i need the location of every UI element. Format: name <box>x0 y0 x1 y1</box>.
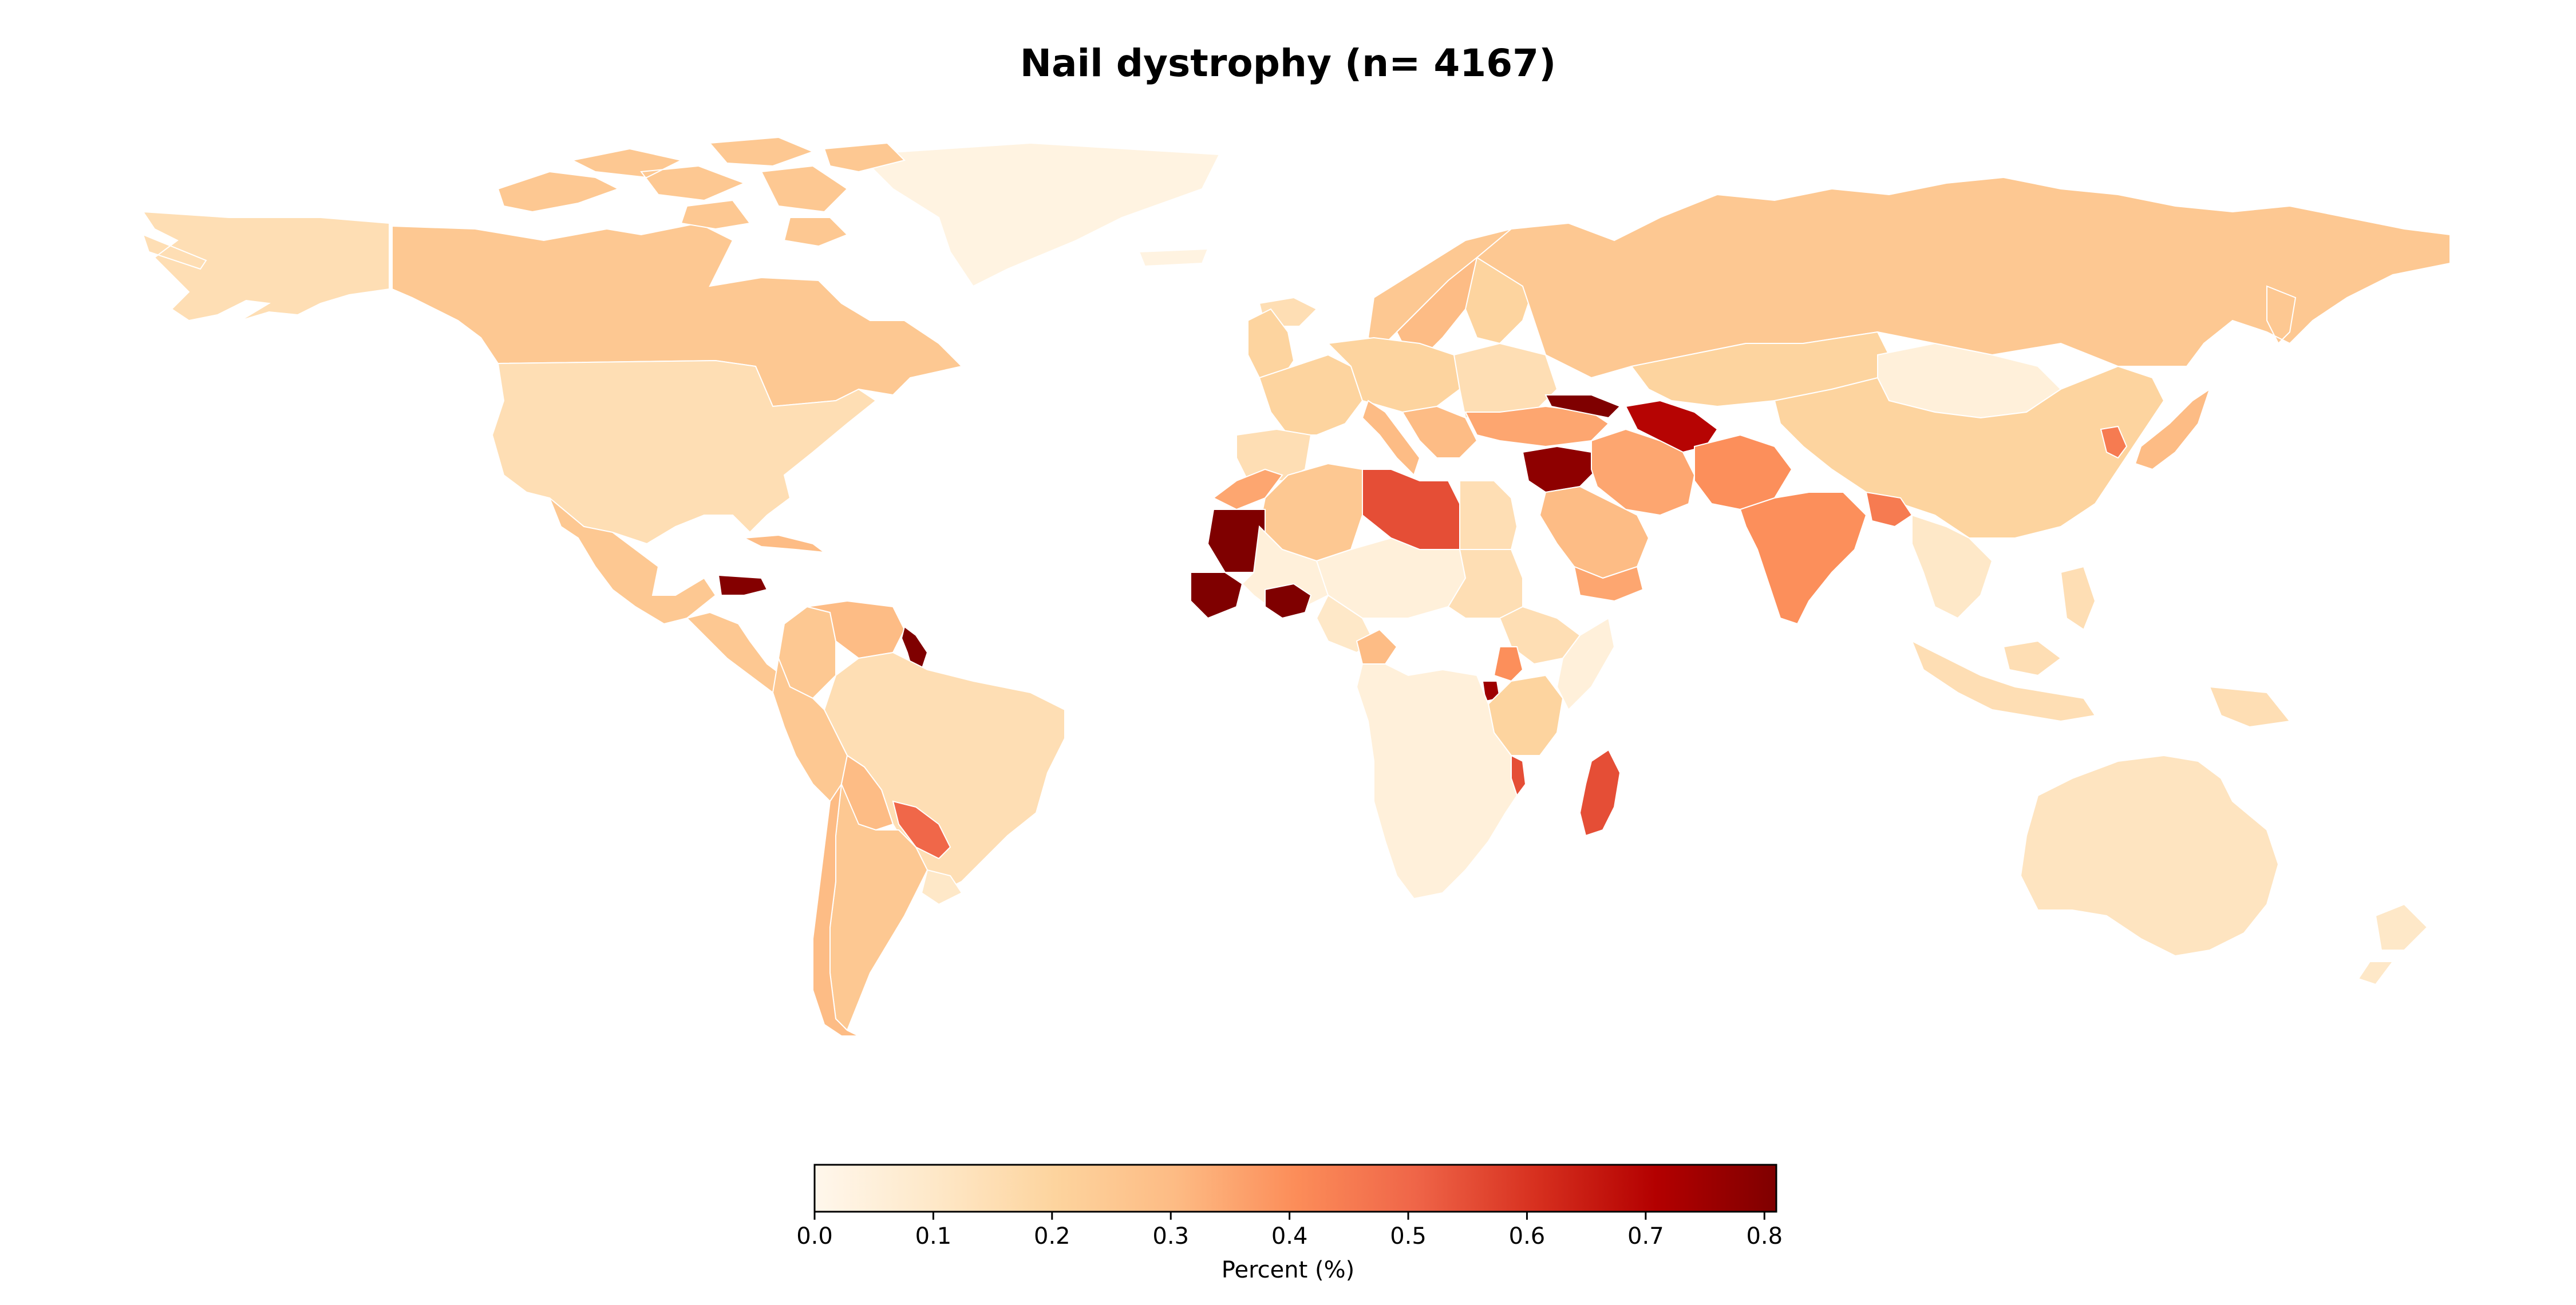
colorbar-tick-label: 0.0 <box>796 1223 833 1249</box>
region-cameroon <box>1356 628 1398 665</box>
colorbar-ticks: 0.0 0.1 0.2 0.3 0.4 0.5 0.6 0.7 0.8 <box>796 1212 1783 1249</box>
region-indonesia <box>1911 639 2291 728</box>
colorbar-label: Percent (%) <box>1221 1257 1355 1283</box>
region-korea <box>2100 425 2128 459</box>
region-bangladesh <box>1865 491 1913 528</box>
region-turkey <box>1464 405 1610 448</box>
region-georgia <box>1544 394 1621 419</box>
region-china <box>1773 365 2165 539</box>
region-india <box>1739 492 1867 625</box>
region-greenland <box>857 142 1220 287</box>
colorbar-gradient <box>813 1164 1777 1213</box>
colorbar-tick-label: 0.1 <box>915 1223 952 1249</box>
region-uganda <box>1493 646 1524 682</box>
region-uruguay <box>920 869 963 905</box>
region-chile <box>812 784 859 1037</box>
region-senegal-guinea <box>1190 572 1243 619</box>
colorbar-tick-label: 0.6 <box>1509 1223 1546 1249</box>
colorbar-tick-label: 0.2 <box>1034 1223 1070 1249</box>
country-regions <box>142 136 2451 1037</box>
region-mexico <box>549 497 717 625</box>
region-honduras <box>717 574 768 596</box>
colorbar-tick-label: 0.3 <box>1152 1223 1189 1249</box>
region-yemen <box>1573 566 1644 602</box>
colorbar-tick-label: 0.5 <box>1390 1223 1427 1249</box>
region-balkans <box>1401 405 1478 458</box>
region-italy <box>1361 400 1421 476</box>
region-libya <box>1362 469 1460 550</box>
region-alaska-usa <box>142 211 390 322</box>
region-burkina-faso <box>1265 583 1312 619</box>
region-new-zealand <box>2357 903 2428 986</box>
region-japan <box>2134 387 2211 470</box>
region-central-southern-africa <box>1356 663 1518 900</box>
region-syria <box>1522 445 1598 493</box>
region-madagascar <box>1579 749 1621 837</box>
region-egypt <box>1459 480 1518 550</box>
region-nigeria <box>1315 594 1375 654</box>
region-western-europe <box>1258 354 1364 436</box>
region-united-states <box>491 359 877 545</box>
colorbar-tick-label: 0.8 <box>1746 1223 1783 1249</box>
colorbar-tick-label: 0.7 <box>1627 1223 1664 1249</box>
region-canada <box>392 222 963 408</box>
region-central-europe <box>1326 337 1461 413</box>
colorbar: 0.0 0.1 0.2 0.3 0.4 0.5 0.6 0.7 0.8 <box>796 1164 1783 1249</box>
region-somalia <box>1556 617 1615 711</box>
region-australia <box>2020 754 2279 957</box>
region-canadian-arctic-islands <box>497 136 906 247</box>
map-title: Nail dystrophy (n= 4167) <box>1020 41 1556 85</box>
colorbar-tick-label: 0.4 <box>1271 1223 1308 1249</box>
region-southeast-asia <box>1911 514 1993 619</box>
region-russia <box>1476 176 2451 379</box>
region-philippines <box>2060 566 2096 631</box>
region-paraguay <box>892 800 951 860</box>
region-iran <box>1591 428 1696 516</box>
region-cuba <box>742 534 827 553</box>
